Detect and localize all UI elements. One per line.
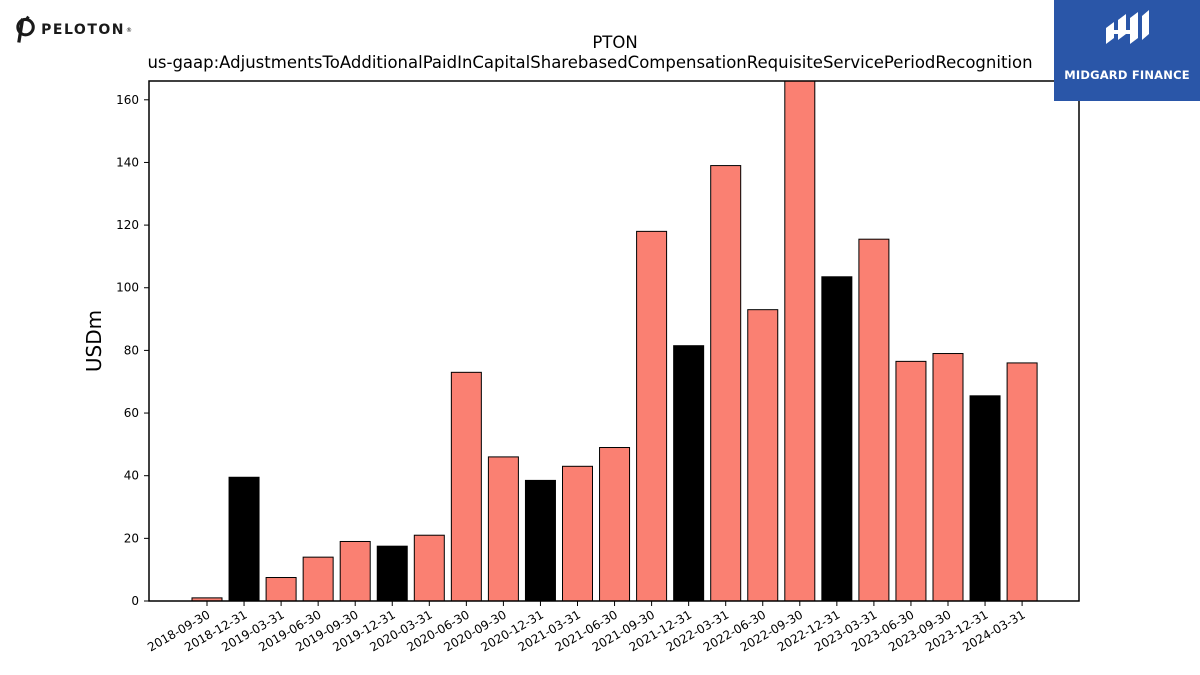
bar-2022-03-31 (710, 165, 742, 602)
peloton-logo: PELOTON ® (14, 14, 132, 46)
registered-mark: ® (126, 26, 132, 34)
bar-2020-03-31 (413, 534, 445, 602)
y-tick-label: 20 (124, 531, 139, 545)
bar-2019-12-31 (376, 545, 408, 602)
y-tick-label: 60 (124, 406, 139, 420)
bar-2023-06-30 (895, 360, 927, 602)
bar-2023-03-31 (858, 238, 890, 602)
bar-2024-03-31 (1006, 362, 1038, 602)
y-axis-label: USDm (82, 310, 106, 372)
bar-2019-09-30 (339, 540, 371, 602)
y-axis-ticks: 0 20 40 60 80 100 120 140 160 (116, 93, 149, 608)
peloton-logo-text: PELOTON (41, 22, 125, 38)
midgard-logo-text: MIDGARD FINANCE (1064, 68, 1190, 82)
bar-2023-09-30 (932, 353, 964, 602)
y-tick-label: 140 (116, 155, 139, 169)
plot-frame (148, 80, 1080, 602)
bar-2021-12-31 (673, 345, 705, 602)
bars-group (191, 80, 1038, 602)
bar-2021-06-30 (599, 447, 631, 602)
bar-2019-03-31 (265, 577, 297, 602)
y-tick-label: 0 (131, 594, 139, 608)
bar-2020-06-30 (450, 371, 482, 602)
bar-2022-09-30 (784, 80, 816, 602)
y-tick-label: 160 (116, 93, 139, 107)
chart-title: PTON (592, 33, 637, 52)
y-tick-label: 120 (116, 218, 139, 232)
bar-2019-06-30 (302, 556, 334, 602)
bar-2021-09-30 (636, 230, 668, 602)
bar-2022-12-31 (821, 276, 853, 602)
bar-2023-12-31 (969, 395, 1001, 602)
bar-2022-06-30 (747, 309, 779, 602)
y-tick-label: 100 (116, 281, 139, 295)
peloton-mark-icon (16, 15, 35, 43)
y-tick-label: 40 (124, 469, 139, 483)
bar-2021-03-31 (562, 465, 593, 602)
y-tick-label: 80 (124, 343, 139, 357)
midgard-finance-logo: MIDGARD FINANCE (1054, 0, 1200, 101)
bar-2020-12-31 (524, 479, 556, 602)
chart-subtitle: us-gaap:AdjustmentsToAdditionalPaidInCap… (147, 53, 1032, 72)
bar-2018-12-31 (228, 476, 260, 602)
bar-2020-09-30 (487, 456, 519, 602)
midgard-mark-icon (1106, 10, 1149, 44)
x-axis-ticks: 2018-09-302018-12-312019-03-312019-06-30… (145, 601, 1028, 654)
